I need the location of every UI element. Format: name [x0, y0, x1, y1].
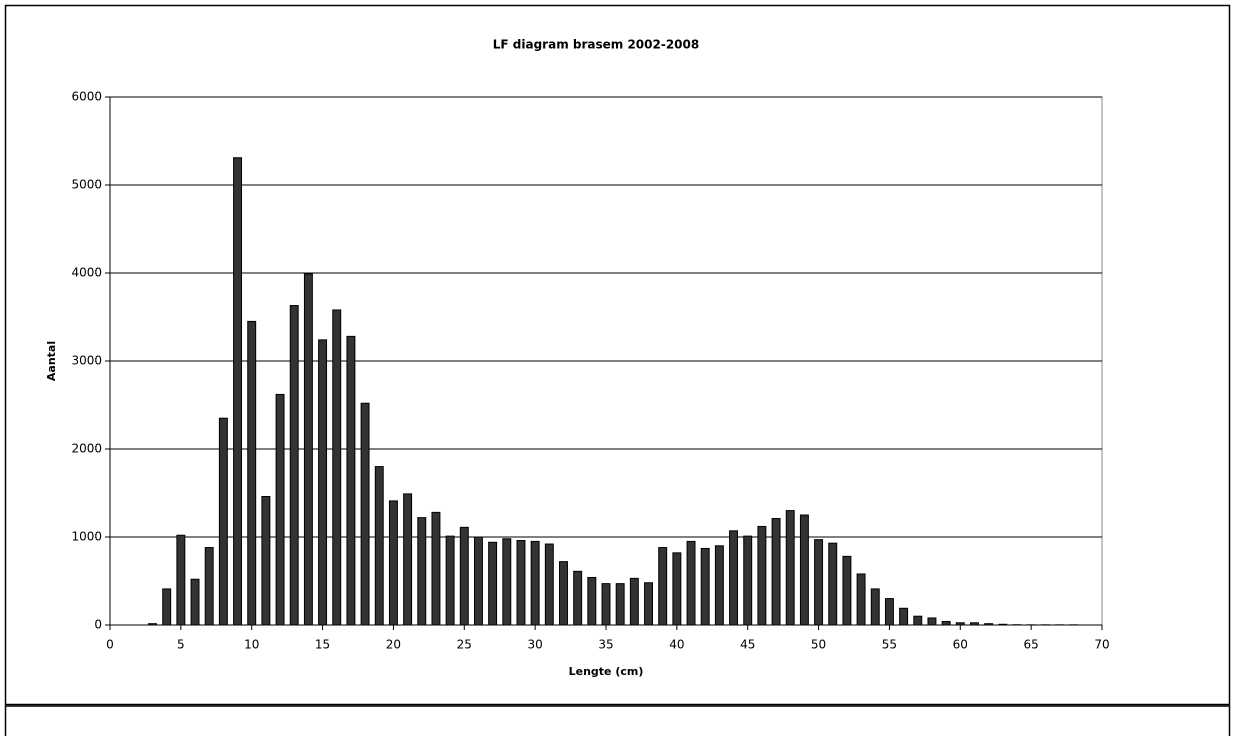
- y-tick-label: 4000: [71, 266, 102, 280]
- bar: [856, 573, 866, 626]
- bar: [431, 511, 441, 626]
- bar: [403, 493, 413, 626]
- bar: [785, 510, 795, 626]
- bar: [318, 339, 328, 626]
- bar: [488, 541, 498, 626]
- bar: [190, 578, 200, 626]
- bar: [176, 534, 186, 626]
- y-tick-label: 6000: [71, 90, 102, 104]
- x-tick-label: 60: [953, 638, 968, 652]
- bar: [842, 555, 852, 626]
- x-tick-label: 35: [598, 638, 613, 652]
- y-tick-label: 0: [94, 618, 102, 632]
- bar: [941, 620, 951, 626]
- next-chart-border: [4, 705, 1231, 736]
- y-tick-label: 1000: [71, 530, 102, 544]
- bar: [559, 561, 568, 626]
- bar: [275, 393, 285, 626]
- y-tick-label: 3000: [71, 354, 102, 368]
- bar: [771, 518, 781, 626]
- x-tick-label: 20: [386, 638, 401, 652]
- bar: [644, 582, 653, 626]
- bar: [729, 530, 739, 626]
- bar: [686, 540, 696, 626]
- x-tick-label: 70: [1094, 638, 1109, 652]
- y-tick-label: 5000: [71, 178, 102, 192]
- x-tick-label: 30: [528, 638, 543, 652]
- bar: [743, 535, 753, 626]
- bar: [445, 535, 455, 626]
- x-tick-label: 65: [1024, 638, 1039, 652]
- bar: [884, 598, 894, 626]
- bar: [629, 577, 639, 626]
- x-tick-label: 40: [669, 638, 684, 652]
- bar: [799, 514, 809, 626]
- bar: [162, 588, 172, 626]
- x-tick-label: 50: [811, 638, 826, 652]
- bar: [247, 320, 257, 626]
- bar: [459, 526, 469, 626]
- bar: [388, 500, 398, 626]
- bar: [502, 538, 512, 626]
- bar: [658, 547, 668, 626]
- bar: [261, 496, 271, 626]
- bar: [913, 615, 923, 626]
- bar: [828, 542, 838, 626]
- x-tick-label: 15: [315, 638, 330, 652]
- bar: [870, 588, 880, 626]
- bar: [360, 402, 370, 626]
- bar: [757, 525, 767, 626]
- bar: [530, 540, 540, 626]
- bar: [204, 547, 214, 626]
- x-tick-label: 10: [244, 638, 259, 652]
- bar: [601, 583, 611, 626]
- chart-title: LF diagram brasem 2002-2008: [493, 38, 699, 52]
- bar: [289, 305, 299, 626]
- bar: [218, 417, 228, 626]
- x-tick-label: 5: [177, 638, 185, 652]
- bar: [516, 540, 526, 626]
- bar: [927, 617, 937, 626]
- bar: [374, 466, 384, 626]
- bar: [473, 536, 483, 626]
- x-tick-label: 55: [882, 638, 897, 652]
- bar: [899, 607, 909, 626]
- x-tick-label: 25: [457, 638, 472, 652]
- bar: [544, 543, 554, 626]
- bar: [303, 273, 313, 626]
- bar: [573, 570, 583, 626]
- x-tick-label: 45: [740, 638, 755, 652]
- bar: [700, 547, 710, 626]
- y-axis-label: Aantal: [45, 341, 58, 381]
- bar: [332, 309, 342, 626]
- bar: [814, 539, 824, 626]
- bar: [714, 545, 724, 626]
- bar: [346, 335, 356, 626]
- x-tick-label: 0: [106, 638, 114, 652]
- y-tick-label: 2000: [71, 442, 102, 456]
- x-axis-label: Lengte (cm): [569, 665, 644, 678]
- bar: [615, 583, 625, 626]
- bar: [417, 517, 427, 626]
- bar: [587, 576, 597, 626]
- bar: [233, 157, 243, 626]
- bar: [672, 552, 682, 626]
